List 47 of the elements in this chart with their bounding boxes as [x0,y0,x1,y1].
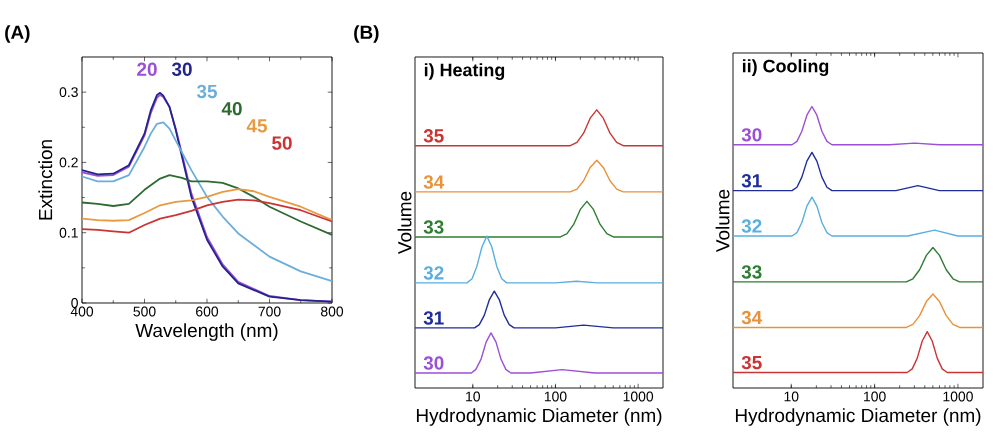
x-tick-label: 500 [133,306,156,317]
x-tick-label: 600 [196,306,219,317]
line-series [81,174,333,236]
series-label: 34 [741,310,763,325]
series-label: 33 [423,220,444,234]
y-tick-label: 0 [71,298,78,308]
y-axis-title: Volume [397,191,412,254]
series-label: 35 [423,129,444,143]
x-axis-title: Wavelength (nm) [135,323,278,341]
x-tick-label: 400 [70,306,94,317]
x-axis-title: Hydrodynamic Diameter (nm) [416,408,662,426]
text: 50 [272,136,292,150]
series-label: 32 [741,219,762,233]
series-label: 31 [741,174,762,188]
x-tick-label: 700 [258,306,281,317]
y-axis-title: Extinction [38,140,53,220]
series-label: 32 [423,266,444,280]
x-axis-title: Hydrodynamic Diameter (nm) [735,408,981,426]
x-tick-label: 100 [864,391,886,402]
y-tick-label: 0.3 [59,87,78,98]
text: 35 [196,84,217,99]
series-label: 34 [423,175,445,189]
chart-title: ii) Cooling [742,59,829,77]
series-label: 35 [741,355,762,370]
x-tick-label: 1000 [623,391,654,402]
series-label: 33 [741,265,762,279]
x-tick-label: 800 [320,306,344,317]
text: (B) [354,25,379,43]
text: 40 [221,101,242,116]
x-tick-label: 1000 [943,391,973,402]
x-tick-label: 10 [784,391,799,402]
series-label: 31 [423,311,444,325]
series-label: 30 [171,62,192,77]
line-series [81,188,333,222]
line-series [81,198,333,234]
line-series [81,121,333,283]
series-label: 30 [423,356,444,370]
series-label: 20 [137,62,157,76]
chart-title: i) Heating [424,63,505,80]
y-tick-label: 0.1 [59,227,78,238]
x-tick-label: 100 [544,391,567,402]
y-axis-title: Volume [715,189,730,252]
y-tick-label: 0.2 [59,157,78,168]
text: 45 [246,119,267,133]
x-tick-label: 10 [466,391,481,402]
series-label: 30 [741,128,762,142]
text: (A) [5,25,30,43]
